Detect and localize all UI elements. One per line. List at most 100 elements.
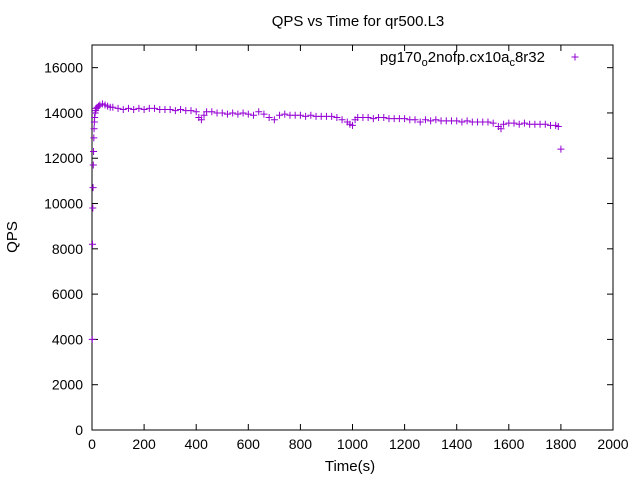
legend-label: pg170o2nofp.cx10ac8r32 (380, 49, 545, 69)
y-tick-label: 10000 (44, 196, 83, 212)
data-point (89, 240, 97, 248)
legend-subscript: c (509, 57, 515, 69)
data-point (276, 111, 284, 119)
y-tick-label: 8000 (52, 241, 83, 257)
legend-text-part: 8r32 (515, 49, 545, 66)
x-tick-label: 1800 (545, 436, 576, 452)
x-tick-label: 200 (132, 436, 156, 452)
data-point (250, 111, 258, 119)
data-point (270, 116, 278, 124)
x-tick-label: 1000 (337, 436, 368, 452)
data-point (124, 104, 132, 112)
data-point (302, 112, 310, 120)
data-point (557, 145, 565, 153)
data-point (453, 117, 461, 125)
plot-frame (91, 44, 614, 431)
data-point (411, 116, 419, 124)
data-point (90, 125, 98, 133)
y-tick-label: 4000 (52, 331, 83, 347)
data-point (239, 109, 247, 117)
data-point (265, 113, 273, 121)
data-point (223, 110, 231, 118)
x-tick-label: 400 (185, 436, 209, 452)
data-point (296, 111, 304, 119)
data-point (281, 110, 289, 118)
data-point (192, 108, 200, 116)
y-tick-label: 14000 (44, 105, 83, 121)
data-point (333, 113, 341, 121)
data-point (114, 104, 122, 112)
data-point (151, 104, 159, 112)
y-tick-label: 16000 (44, 60, 83, 76)
data-point (380, 113, 388, 121)
data-point (497, 125, 505, 133)
data-point (520, 119, 528, 127)
data-point (458, 118, 466, 126)
data-point (510, 119, 518, 127)
legend-marker (571, 53, 579, 61)
x-tick-label: 2000 (597, 436, 628, 452)
data-point (489, 119, 497, 127)
x-tick-label: 0 (88, 436, 96, 452)
data-point (130, 106, 138, 114)
x-axis-label: Time(s) (325, 458, 375, 475)
x-tick-label: 1600 (493, 436, 524, 452)
data-point (369, 115, 377, 123)
legend-marker-symbol (571, 53, 579, 61)
data-point (166, 106, 174, 114)
legend-text-part: 2nofp.cx10a (428, 49, 510, 66)
chart-title: QPS vs Time for qr500.L3 (272, 13, 445, 30)
data-point (307, 111, 315, 119)
data-point (91, 113, 99, 121)
data-point (89, 161, 97, 169)
data-point (515, 120, 523, 128)
legend: pg170o2nofp.cx10ac8r32 (380, 49, 579, 69)
data-point (338, 116, 346, 124)
legend-text-part: pg170 (380, 49, 422, 66)
data-point (432, 116, 440, 124)
data-point (177, 106, 185, 114)
data-point (255, 108, 263, 116)
y-tick-label: 0 (75, 422, 83, 438)
data-point (421, 116, 429, 124)
data-point (554, 123, 562, 131)
data-point (328, 112, 336, 120)
y-axis-label: QPS (4, 221, 21, 253)
data-point (541, 120, 549, 128)
data-point (484, 118, 492, 126)
data-point (208, 108, 216, 116)
x-tick-label: 1200 (389, 436, 420, 452)
data-point (234, 110, 242, 118)
data-point (197, 116, 205, 124)
y-tick-label: 2000 (52, 377, 83, 393)
data-point (463, 117, 471, 125)
legend-subscript: o (422, 57, 428, 69)
data-point (244, 110, 252, 118)
data-point (229, 109, 237, 117)
data-points (88, 100, 565, 343)
data-point (119, 106, 127, 114)
data-point (187, 107, 195, 115)
axis-ticks: 0 200 400 600 800 1000 1200 1400 1600 1800 2000 0 20… (44, 45, 629, 452)
data-point (416, 118, 424, 126)
data-point (401, 115, 409, 123)
data-point (349, 121, 356, 129)
data-point (171, 107, 179, 115)
y-tick-label: 12000 (44, 150, 83, 166)
data-point (218, 109, 226, 117)
data-point (95, 102, 103, 110)
y-tick-label: 6000 (52, 286, 83, 302)
data-point (90, 147, 98, 155)
data-point (500, 120, 508, 128)
x-tick-label: 1400 (441, 436, 472, 452)
data-point (88, 335, 96, 343)
data-point (260, 110, 268, 118)
data-point (427, 117, 435, 125)
data-point (109, 103, 117, 111)
data-point (89, 204, 97, 212)
x-tick-label: 800 (289, 436, 313, 452)
data-point (90, 134, 98, 142)
data-point (364, 113, 372, 121)
data-point (140, 106, 148, 114)
